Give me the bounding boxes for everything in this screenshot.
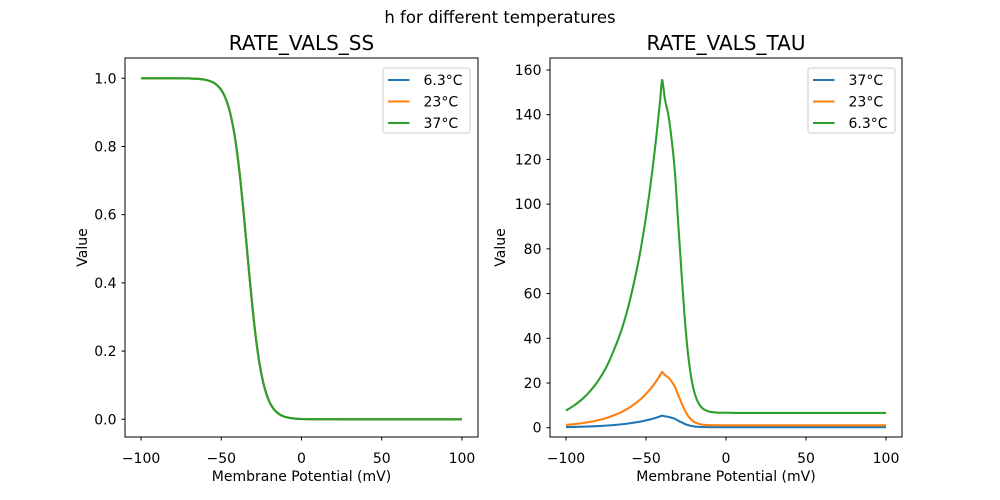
y-tick-label: 0 — [533, 421, 542, 437]
subplot-title: RATE_VALS_TAU — [647, 31, 806, 55]
x-tick-label: 0 — [297, 451, 306, 467]
x-axis-label: Membrane Potential (mV) — [636, 469, 815, 485]
legend-box — [807, 67, 896, 134]
y-tick-label: 40 — [524, 331, 542, 347]
y-tick-label: 1.0 — [94, 71, 116, 87]
y-tick-label: 0.6 — [94, 208, 116, 224]
x-tick-label: −50 — [206, 451, 236, 467]
y-tick-label: 60 — [524, 287, 542, 303]
y-tick-label: 100 — [515, 197, 542, 213]
legend: 6.3°C 23°C 37°C — [382, 67, 471, 134]
y-tick-label: 0.4 — [94, 276, 116, 292]
y-tick-label: 80 — [524, 242, 542, 258]
subplot-RATE_VALS_TAU: −100 −50 0 50 100 0 20 40 60 80 100 120 140 160 RATE_V… — [493, 31, 903, 485]
y-axis-label: Value — [493, 228, 509, 266]
x-tick-label: 50 — [797, 451, 815, 467]
legend-label: 23°C — [849, 95, 884, 111]
x-tick-label: 100 — [873, 451, 900, 467]
y-tick-label: 0.2 — [94, 344, 116, 360]
y-tick-label: 0.8 — [94, 139, 116, 155]
figure-suptitle: h for different temperatures — [384, 8, 616, 27]
x-tick-label: −100 — [547, 451, 585, 467]
x-tick-label: −100 — [122, 451, 160, 467]
series-line-23°C — [565, 370, 886, 427]
y-tick-label: 140 — [515, 108, 542, 124]
subplot-RATE_VALS_SS: −100 −50 0 50 100 0.0 0.2 0.4 0.6 0.8 1.0 RATE_VALS… — [75, 31, 479, 485]
legend-label: 23°C — [424, 95, 459, 111]
x-tick-label: 100 — [449, 451, 476, 467]
series-line-6.3°C — [565, 78, 886, 415]
y-tick-label: 20 — [524, 376, 542, 392]
x-axis-label: Membrane Potential (mV) — [212, 469, 391, 485]
y-tick-label: 160 — [515, 63, 542, 79]
legend-label: 6.3°C — [424, 73, 463, 89]
x-tick-label: 50 — [373, 451, 391, 467]
legend-label: 37°C — [849, 73, 884, 89]
legend-label: 6.3°C — [849, 116, 888, 132]
legend-box — [382, 67, 471, 134]
y-tick-label: 120 — [515, 152, 542, 168]
legend-label: 37°C — [424, 116, 459, 132]
series-line-37°C — [141, 77, 462, 421]
x-tick-label: −50 — [631, 451, 661, 467]
y-axis-label: Value — [75, 228, 91, 266]
legend: 37°C 23°C 6.3°C — [807, 67, 896, 134]
series-line-37°C — [565, 414, 886, 429]
subplot-title: RATE_VALS_SS — [229, 31, 374, 55]
x-tick-label: 0 — [722, 451, 731, 467]
y-tick-label: 0.0 — [94, 412, 116, 428]
